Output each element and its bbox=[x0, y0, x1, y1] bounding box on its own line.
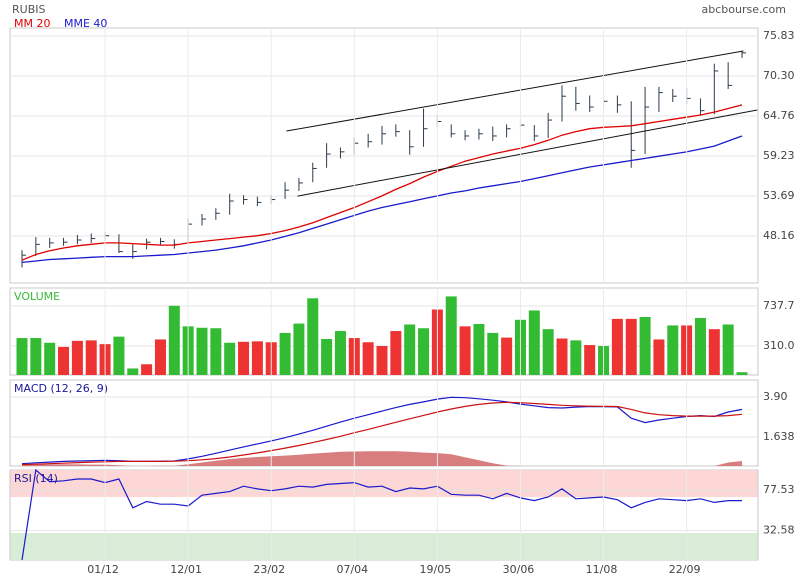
trendline bbox=[286, 50, 744, 132]
volume-bar bbox=[30, 338, 42, 375]
chart-title: RUBIS bbox=[12, 3, 45, 16]
volume-bar bbox=[58, 346, 70, 375]
volume-bar bbox=[113, 336, 125, 375]
volume-bar bbox=[238, 341, 250, 375]
y-tick-label: 1.638 bbox=[763, 430, 795, 443]
average-line bbox=[21, 104, 743, 261]
trendline bbox=[297, 109, 758, 197]
panel-title: RSI (14) bbox=[14, 472, 58, 485]
volume-bar bbox=[71, 340, 83, 375]
y-tick-label: 77.53 bbox=[763, 483, 795, 496]
macd-line bbox=[21, 401, 743, 466]
volume-bar bbox=[210, 328, 222, 375]
volume-bar bbox=[141, 364, 153, 375]
legend-entry: MME 40 bbox=[64, 17, 107, 30]
volume-bar bbox=[542, 329, 554, 375]
x-tick-label: 07/04 bbox=[336, 563, 368, 576]
panel bbox=[9, 379, 759, 467]
volume-bar bbox=[584, 345, 596, 375]
volume-bar bbox=[362, 342, 374, 375]
zone bbox=[10, 470, 758, 497]
volume-bar bbox=[528, 310, 540, 375]
x-tick-label: 30/06 bbox=[503, 563, 535, 576]
volume-bar bbox=[625, 318, 637, 375]
volume-bar bbox=[196, 327, 208, 375]
y-tick-label: 3.90 bbox=[763, 390, 788, 403]
volume-bar bbox=[487, 332, 499, 375]
volume-bar bbox=[418, 328, 430, 375]
volume-bar bbox=[168, 305, 180, 375]
volume-bar bbox=[404, 324, 416, 375]
volume-bar bbox=[224, 342, 236, 375]
x-tick-label: 01/12 bbox=[87, 563, 119, 576]
volume-bar bbox=[16, 338, 28, 375]
zone bbox=[10, 533, 758, 560]
x-tick-label: 22/09 bbox=[669, 563, 701, 576]
y-tick-label: 737.7 bbox=[763, 299, 795, 312]
volume-bar bbox=[334, 331, 346, 375]
y-tick-label: 64.76 bbox=[763, 109, 795, 122]
volume-bar bbox=[307, 298, 319, 375]
y-tick-label: 53.69 bbox=[763, 189, 795, 202]
average-line bbox=[21, 135, 743, 264]
volume-bar bbox=[321, 338, 333, 375]
volume-bar bbox=[279, 332, 291, 375]
panel-title: MACD (12, 26, 9) bbox=[14, 382, 108, 395]
volume-bar bbox=[154, 339, 166, 375]
volume-bar bbox=[722, 324, 734, 375]
y-tick-label: 70.30 bbox=[763, 69, 795, 82]
volume-bar bbox=[501, 337, 513, 375]
volume-bar bbox=[653, 339, 665, 375]
volume-bar bbox=[85, 340, 97, 375]
volume-bar bbox=[251, 341, 263, 375]
y-tick-label: 32.58 bbox=[763, 524, 795, 537]
y-tick-label: 48.16 bbox=[763, 229, 795, 242]
volume-bar bbox=[736, 372, 748, 375]
y-tick-label: 310.0 bbox=[763, 339, 795, 352]
x-tick-label: 11/08 bbox=[586, 563, 618, 576]
source: abcbourse.com bbox=[702, 3, 786, 16]
x-tick-label: 19/05 bbox=[420, 563, 452, 576]
volume-bar bbox=[473, 324, 485, 375]
panel-title: VOLUME bbox=[14, 290, 60, 303]
volume-bar bbox=[708, 329, 720, 375]
volume-bar bbox=[127, 368, 139, 375]
y-tick-label: 75.83 bbox=[763, 29, 795, 42]
volume-bar bbox=[459, 326, 471, 375]
volume-bar bbox=[611, 318, 623, 375]
volume-bar bbox=[639, 317, 651, 375]
volume-bar bbox=[390, 331, 402, 375]
volume-bar bbox=[376, 346, 388, 375]
x-tick-label: 23/02 bbox=[253, 563, 285, 576]
histogram bbox=[22, 451, 742, 466]
volume-bar bbox=[556, 338, 568, 375]
volume-bar bbox=[667, 325, 679, 375]
volume-bar bbox=[570, 340, 582, 375]
volume-bar bbox=[293, 323, 305, 375]
volume-bar bbox=[445, 296, 457, 375]
volume-bar bbox=[44, 342, 56, 375]
volume-bar bbox=[694, 317, 706, 375]
y-tick-label: 59.23 bbox=[763, 149, 795, 162]
rsi-line bbox=[21, 468, 742, 561]
x-tick-label: 12/01 bbox=[170, 563, 202, 576]
legend-entry: MM 20 bbox=[14, 17, 50, 30]
